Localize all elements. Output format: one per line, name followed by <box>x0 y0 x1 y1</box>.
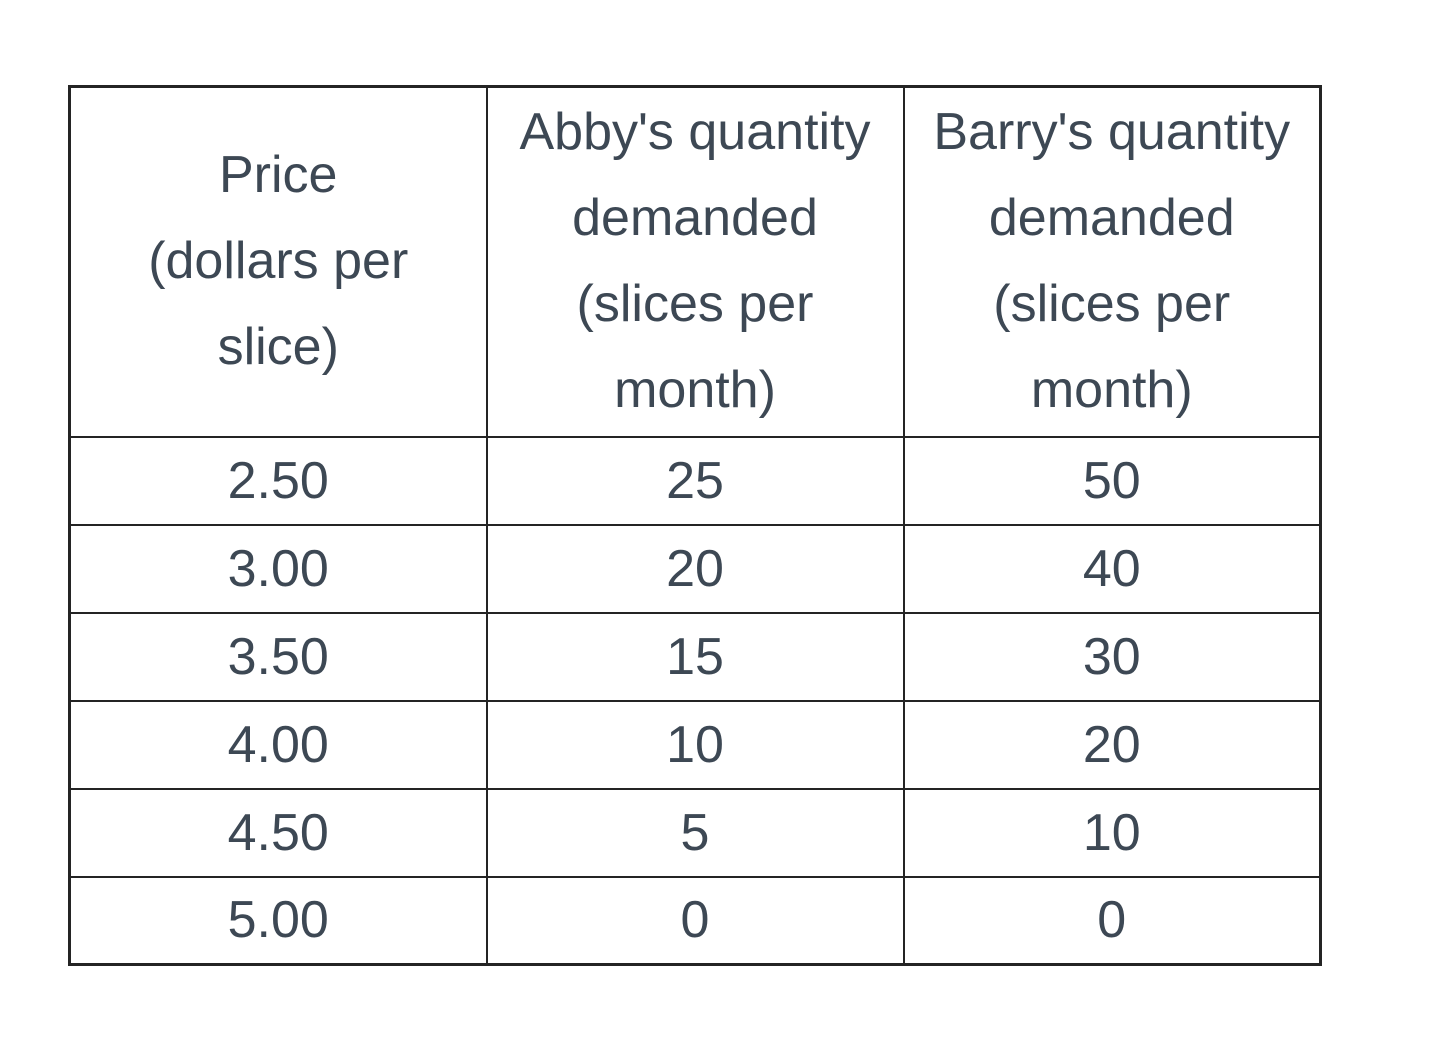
table-row: 4.00 10 20 <box>68 699 1322 790</box>
barry-quantity-cell: 20 <box>902 699 1322 790</box>
header-barry-quantity: Barry's quantity demanded (slices per mo… <box>902 85 1322 438</box>
table-row: 3.00 20 40 <box>68 523 1322 614</box>
price-cell: 4.50 <box>68 787 488 878</box>
barry-quantity-cell: 0 <box>902 875 1322 966</box>
abby-quantity-cell: 20 <box>485 523 905 614</box>
table-row: 5.00 0 0 <box>68 875 1322 966</box>
price-cell: 5.00 <box>68 875 488 966</box>
table-row: 4.50 5 10 <box>68 787 1322 878</box>
abby-quantity-cell: 0 <box>485 875 905 966</box>
table-row: 3.50 15 30 <box>68 611 1322 702</box>
abby-quantity-cell: 10 <box>485 699 905 790</box>
header-price: Price (dollars per slice) <box>68 85 488 438</box>
abby-quantity-cell: 5 <box>485 787 905 878</box>
price-quantity-demand-table: Price (dollars per slice) Abby's quantit… <box>68 85 1322 966</box>
abby-quantity-cell: 25 <box>485 435 905 526</box>
price-cell: 2.50 <box>68 435 488 526</box>
price-cell: 4.00 <box>68 699 488 790</box>
barry-quantity-cell: 10 <box>902 787 1322 878</box>
price-cell: 3.50 <box>68 611 488 702</box>
abby-quantity-cell: 15 <box>485 611 905 702</box>
table-row: 2.50 25 50 <box>68 435 1322 526</box>
header-row: Price (dollars per slice) Abby's quantit… <box>68 85 1322 438</box>
price-cell: 3.00 <box>68 523 488 614</box>
header-abby-quantity: Abby's quantity demanded (slices per mon… <box>485 85 905 438</box>
barry-quantity-cell: 30 <box>902 611 1322 702</box>
barry-quantity-cell: 50 <box>902 435 1322 526</box>
barry-quantity-cell: 40 <box>902 523 1322 614</box>
